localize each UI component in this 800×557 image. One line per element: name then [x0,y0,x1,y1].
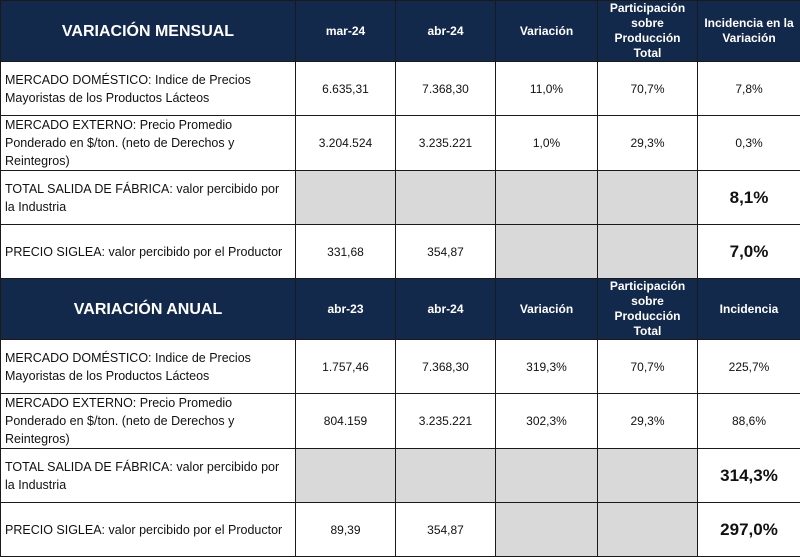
row-label: TOTAL SALIDA DE FÁBRICA: valor percibido… [1,171,296,225]
empty-cell [496,503,598,557]
column-header: mar-24 [296,1,396,62]
value-cell: 0,3% [698,116,800,171]
column-header: Variación [496,279,598,340]
value-cell: 6.635,31 [296,62,396,116]
column-header: Participación sobre Producción Total [598,1,698,62]
row-label: TOTAL SALIDA DE FÁBRICA: valor percibido… [1,449,296,503]
column-header: abr-24 [396,279,496,340]
value-cell: 354,87 [396,503,496,557]
value-cell: 88,6% [698,394,800,449]
value-cell: 302,3% [496,394,598,449]
value-cell: 3.235.221 [396,116,496,171]
row-label: MERCADO DOMÉSTICO: Indice de Precios May… [1,62,296,116]
empty-cell [598,449,698,503]
column-header: Variación [496,1,598,62]
value-cell: 7.368,30 [396,340,496,394]
row-label: MERCADO DOMÉSTICO: Indice de Precios May… [1,340,296,394]
table-row: TOTAL SALIDA DE FÁBRICA: valor percibido… [1,171,800,225]
row-label: MERCADO EXTERNO: Precio Promedio Pondera… [1,394,296,449]
section-title: VARIACIÓN ANUAL [1,279,296,340]
empty-cell [496,171,598,225]
table-row: MERCADO DOMÉSTICO: Indice de Precios May… [1,340,800,394]
empty-cell [496,225,598,279]
column-header: Incidencia [698,279,800,340]
table-row: TOTAL SALIDA DE FÁBRICA: valor percibido… [1,449,800,503]
column-header: Incidencia en la Variación [698,1,800,62]
value-cell: 804.159 [296,394,396,449]
value-cell: 354,87 [396,225,496,279]
empty-cell [598,503,698,557]
value-cell: 70,7% [598,62,698,116]
empty-cell [296,171,396,225]
value-cell: 11,0% [496,62,598,116]
empty-cell [496,449,598,503]
value-cell: 225,7% [698,340,800,394]
value-cell: 8,1% [698,171,800,225]
table-row: MERCADO EXTERNO: Precio Promedio Pondera… [1,116,800,171]
value-cell: 29,3% [598,394,698,449]
value-cell: 297,0% [698,503,800,557]
column-header: Participación sobre Producción Total [598,279,698,340]
empty-cell [598,171,698,225]
table-row: PRECIO SIGLEA: valor percibido por el Pr… [1,225,800,279]
value-cell: 331,68 [296,225,396,279]
value-cell: 3.235.221 [396,394,496,449]
empty-cell [598,225,698,279]
table-row: MERCADO EXTERNO: Precio Promedio Pondera… [1,394,800,449]
column-header: abr-23 [296,279,396,340]
column-header: abr-24 [396,1,496,62]
value-cell: 314,3% [698,449,800,503]
row-label: PRECIO SIGLEA: valor percibido por el Pr… [1,503,296,557]
empty-cell [396,171,496,225]
value-cell: 89,39 [296,503,396,557]
value-cell: 3.204.524 [296,116,396,171]
value-cell: 70,7% [598,340,698,394]
value-cell: 7,0% [698,225,800,279]
value-cell: 1,0% [496,116,598,171]
empty-cell [296,449,396,503]
value-cell: 319,3% [496,340,598,394]
value-cell: 1.757,46 [296,340,396,394]
value-cell: 7.368,30 [396,62,496,116]
value-cell: 29,3% [598,116,698,171]
row-label: MERCADO EXTERNO: Precio Promedio Pondera… [1,116,296,171]
value-cell: 7,8% [698,62,800,116]
table-row: MERCADO DOMÉSTICO: Indice de Precios May… [1,62,800,116]
row-label: PRECIO SIGLEA: valor percibido por el Pr… [1,225,296,279]
section-title: VARIACIÓN MENSUAL [1,1,296,62]
empty-cell [396,449,496,503]
table-row: PRECIO SIGLEA: valor percibido por el Pr… [1,503,800,557]
